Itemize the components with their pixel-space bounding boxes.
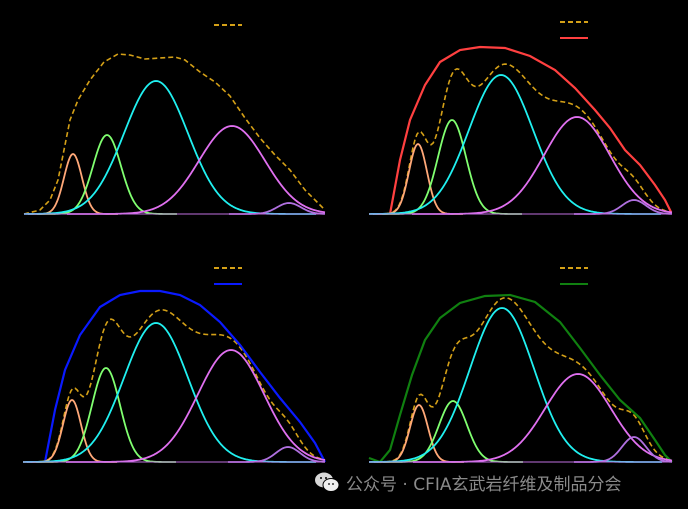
watermark-text: 公众号 · CFIA玄武岩纤维及制品分会	[346, 474, 622, 495]
series-peak1	[27, 399, 117, 463]
subplot-bottom-right	[368, 267, 673, 464]
series-fit	[43, 289, 326, 463]
series-peak5	[228, 446, 326, 463]
series-peak2	[382, 119, 522, 215]
series-peak1	[373, 143, 463, 215]
subplot-top-left	[23, 24, 326, 215]
watermark: 公众号 · CFIA玄武岩纤维及制品分会	[314, 468, 622, 496]
series-measured	[368, 296, 672, 463]
series-fit	[368, 293, 673, 464]
series-measured	[23, 53, 326, 215]
subplot-top-right	[368, 21, 673, 215]
series-peak3	[369, 307, 662, 463]
series-peak4	[67, 125, 326, 215]
series-peak1	[28, 153, 118, 215]
series-peak3	[24, 80, 316, 215]
series-peak3	[369, 74, 661, 215]
series-peak2	[383, 400, 523, 463]
series-measured	[368, 63, 672, 215]
subplot-bottom-left	[22, 267, 326, 463]
series-fit	[388, 45, 672, 215]
series-measured	[23, 309, 326, 463]
wechat-icon	[315, 472, 340, 492]
